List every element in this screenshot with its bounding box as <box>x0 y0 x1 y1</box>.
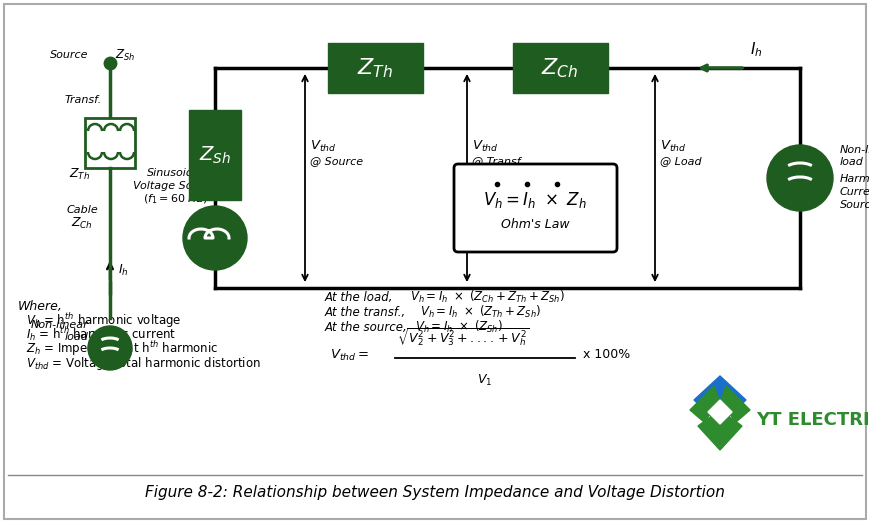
Text: $V_h = I_h\ \times\ Z_h$: $V_h = I_h\ \times\ Z_h$ <box>482 190 586 210</box>
Text: $(f_1 = 60\ Hz)$: $(f_1 = 60\ Hz)$ <box>143 192 207 206</box>
Text: load: load <box>839 157 863 167</box>
Text: @ Load: @ Load <box>660 156 700 166</box>
Text: $V_{thd}$: $V_{thd}$ <box>660 139 686 154</box>
Text: $Z_{Ch}$: $Z_{Ch}$ <box>71 216 93 231</box>
Text: Figure 8-2: Relationship between System Impedance and Voltage Distortion: Figure 8-2: Relationship between System … <box>145 485 724 501</box>
Polygon shape <box>707 400 731 424</box>
Text: Cable: Cable <box>66 205 97 215</box>
Text: load: load <box>64 332 88 342</box>
Text: Source: Source <box>50 50 88 60</box>
Text: $\sqrt{V_2^2 + V_3^2 + .... + V_h^2}$: $\sqrt{V_2^2 + V_3^2 + .... + V_h^2}$ <box>396 326 529 348</box>
Text: $Z_h$ = Impedance at h$^{th}$ harmonic: $Z_h$ = Impedance at h$^{th}$ harmonic <box>26 339 218 358</box>
Text: At the source,: At the source, <box>325 321 408 334</box>
Text: $I_h$ = h$^{th}$ harmonic current: $I_h$ = h$^{th}$ harmonic current <box>26 325 176 343</box>
Circle shape <box>182 206 247 270</box>
Text: $V_{thd}$ = Voltage total harmonic distortion: $V_{thd}$ = Voltage total harmonic disto… <box>26 355 261 372</box>
Bar <box>85 118 135 168</box>
Bar <box>513 43 607 93</box>
Text: Non-linear: Non-linear <box>30 320 88 330</box>
Polygon shape <box>693 376 745 424</box>
Text: $Z_{Ch}$: $Z_{Ch}$ <box>541 56 578 80</box>
Circle shape <box>88 326 132 370</box>
Text: $V_h = I_h\ \times\ (Z_{Th} + Z_{Sh})$: $V_h = I_h\ \times\ (Z_{Th} + Z_{Sh})$ <box>420 304 541 320</box>
Polygon shape <box>689 386 720 422</box>
Text: Non-linear: Non-linear <box>839 145 869 155</box>
Text: YT ELECTRIC: YT ELECTRIC <box>755 411 869 429</box>
Polygon shape <box>720 386 749 422</box>
Text: $I_h$: $I_h$ <box>749 40 761 59</box>
Text: Voltage Source: Voltage Source <box>133 181 216 191</box>
Text: At the load,: At the load, <box>325 291 393 304</box>
Text: @ Transf.: @ Transf. <box>472 156 523 166</box>
Text: $V_h = I_h\ \times\ (Z_{Ch} + Z_{Th} + Z_{Sh})$: $V_h = I_h\ \times\ (Z_{Ch} + Z_{Th} + Z… <box>409 289 564 305</box>
Text: $V_{thd}$: $V_{thd}$ <box>472 139 498 154</box>
Text: $V_{thd}=$: $V_{thd}=$ <box>329 347 368 362</box>
Text: @ Source: @ Source <box>309 156 362 166</box>
Text: x 100%: x 100% <box>582 348 629 361</box>
Text: Where,: Where, <box>18 300 63 313</box>
Text: $Z_{Sh}$: $Z_{Sh}$ <box>115 48 135 63</box>
Text: $Z_{Sh}$: $Z_{Sh}$ <box>199 144 231 166</box>
Text: $V_h = I_h\ \times\ (Z_{Sh})$: $V_h = I_h\ \times\ (Z_{Sh})$ <box>415 319 502 335</box>
Text: Current: Current <box>839 187 869 197</box>
Text: At the transf.,: At the transf., <box>325 306 406 319</box>
Text: $V_h$ = h$^{th}$ harmonic voltage: $V_h$ = h$^{th}$ harmonic voltage <box>26 311 181 330</box>
Text: $V_1$: $V_1$ <box>477 373 492 388</box>
Text: $Z_{Th}$: $Z_{Th}$ <box>70 167 90 182</box>
Text: $I_h$: $I_h$ <box>118 263 129 278</box>
Text: Harmonic: Harmonic <box>839 174 869 184</box>
Bar <box>189 110 241 200</box>
Text: Transf.: Transf. <box>64 95 102 105</box>
Polygon shape <box>697 410 741 450</box>
FancyBboxPatch shape <box>454 164 616 252</box>
Text: Sinusoidal: Sinusoidal <box>146 168 203 178</box>
Circle shape <box>766 145 832 211</box>
Text: $V_{thd}$: $V_{thd}$ <box>309 139 336 154</box>
Text: $Z_{Th}$: $Z_{Th}$ <box>356 56 393 80</box>
Bar <box>328 43 422 93</box>
Text: Source: Source <box>839 200 869 210</box>
Text: Ohm's Law: Ohm's Law <box>501 218 568 231</box>
